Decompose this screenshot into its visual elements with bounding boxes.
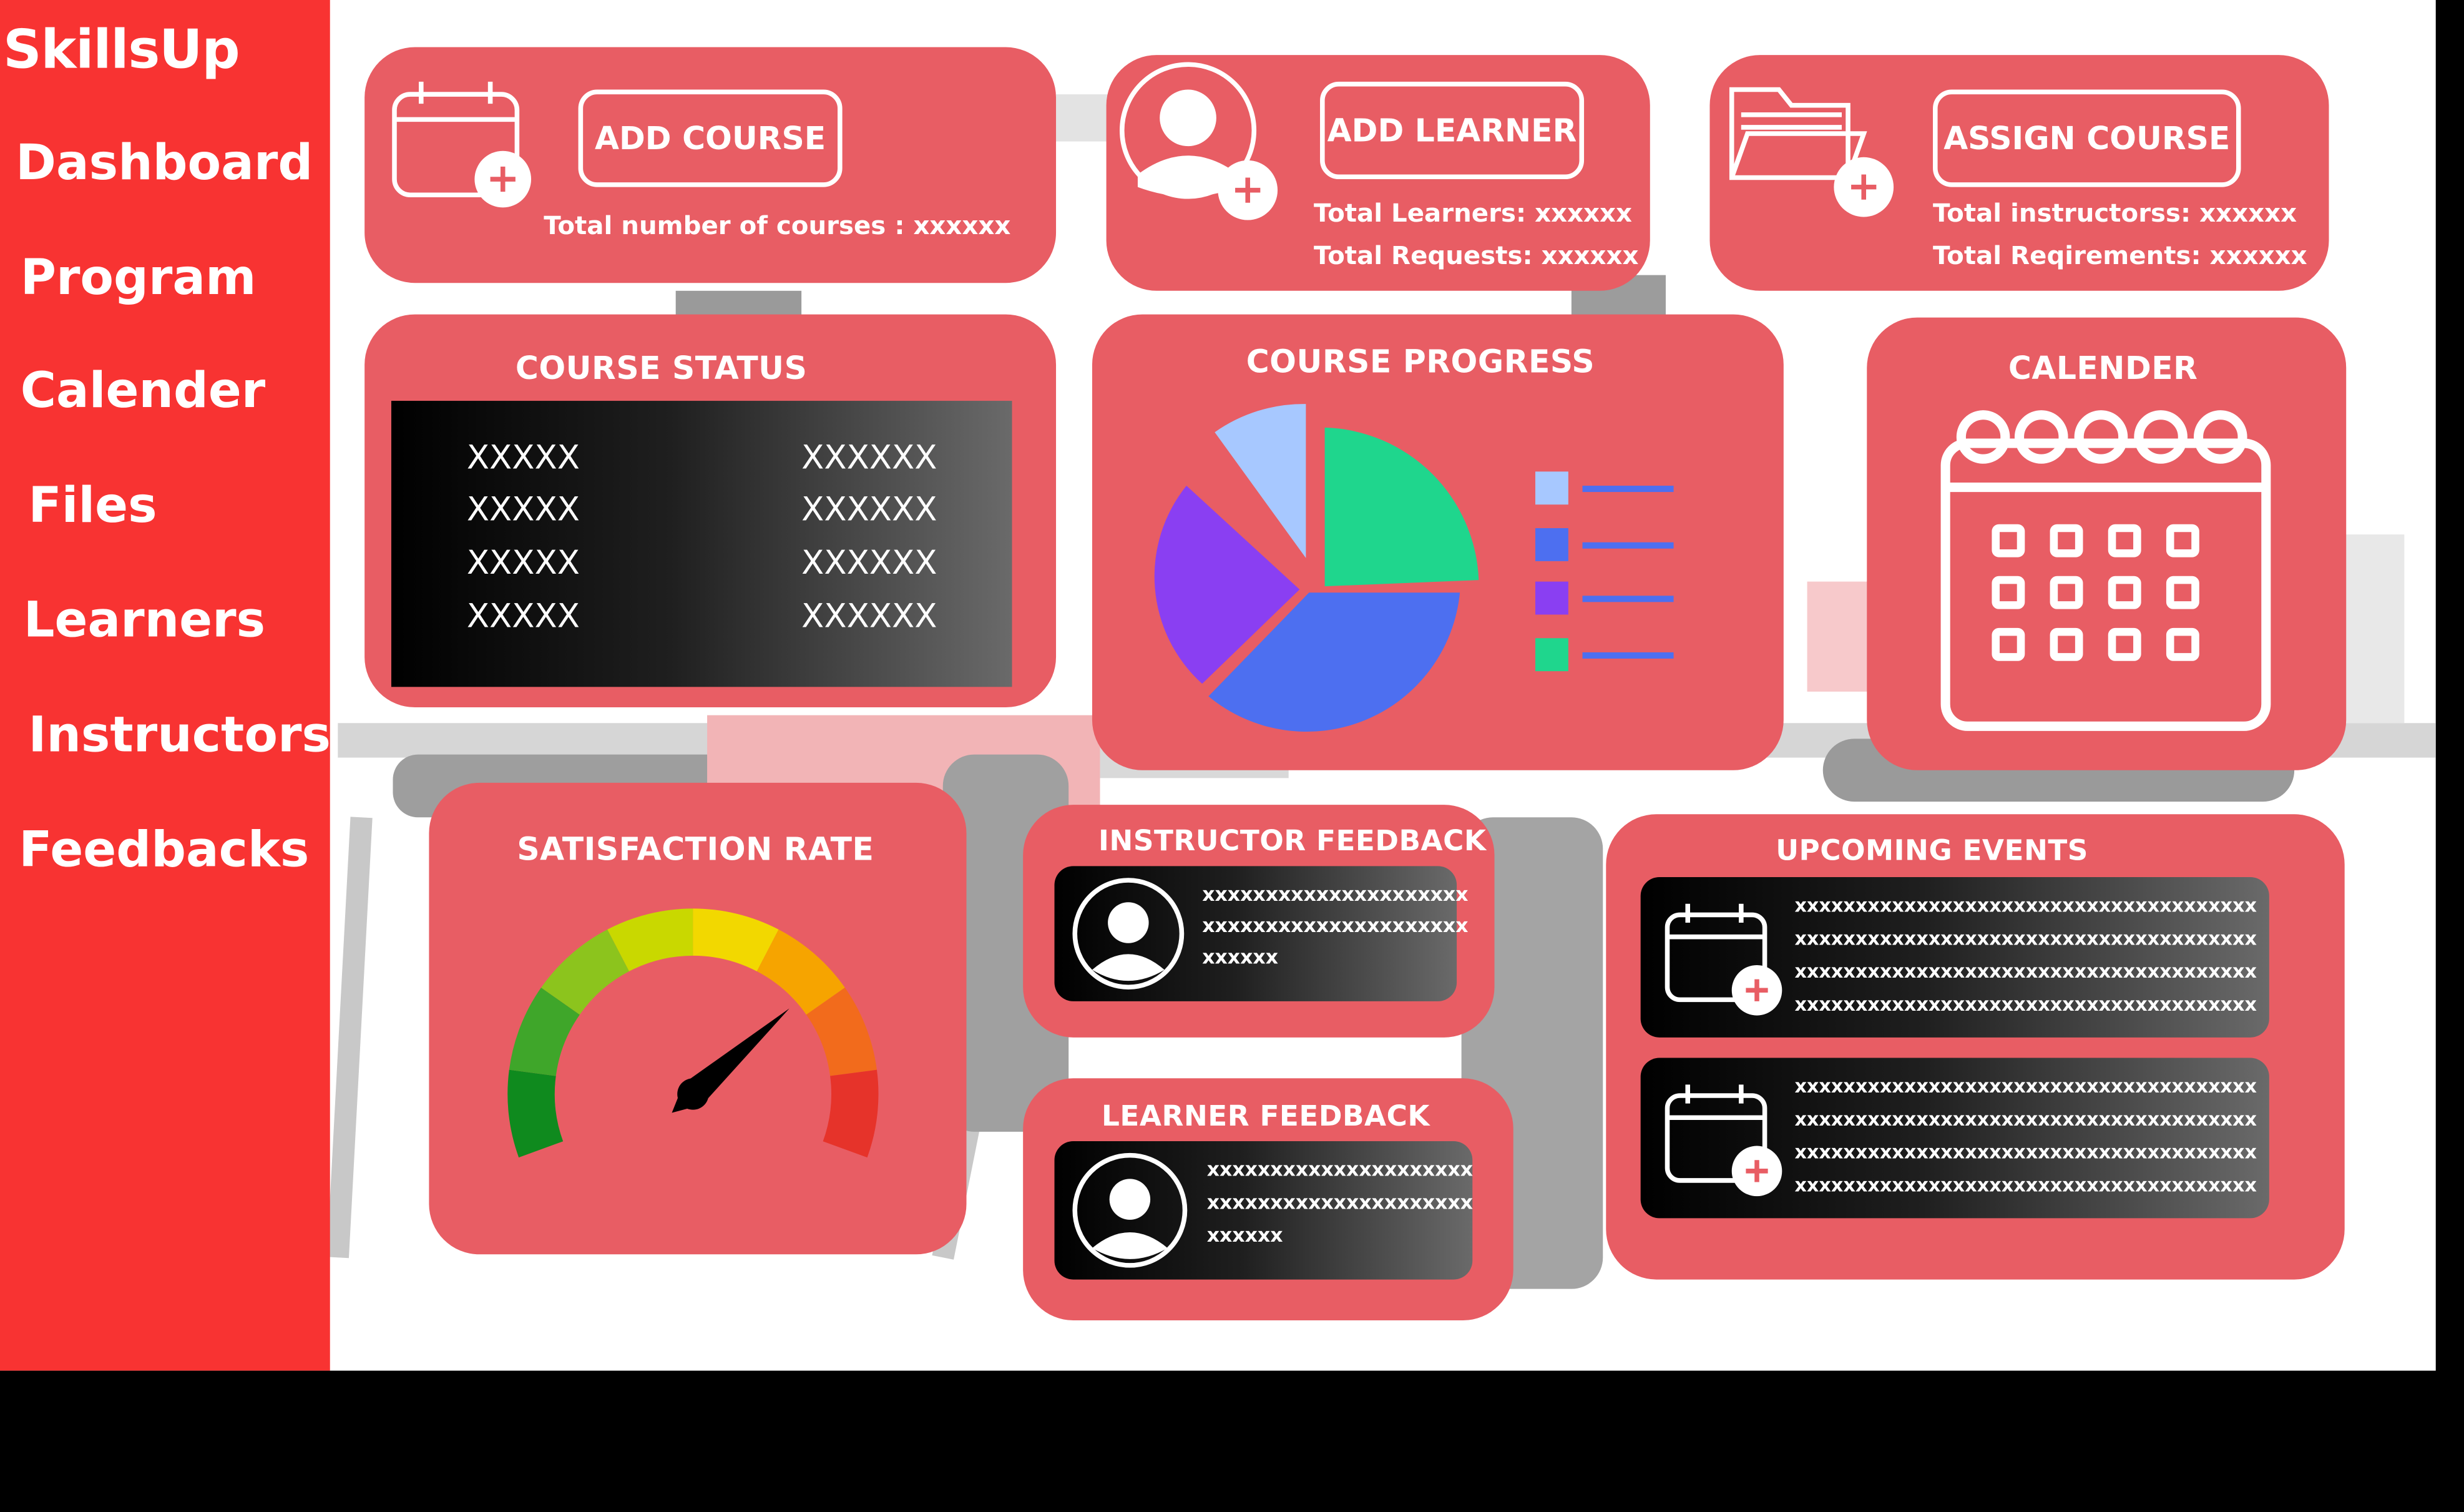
event-item[interactable]: xxxxxxxxxxxxxxxxxxxxxxxxxxxxxxxxxxxxxx x… [1640, 1058, 2269, 1219]
folder-add-icon [1729, 87, 1894, 217]
dashboard-canvas: SkillsUp Dashboard Program Calender File… [0, 0, 2436, 1371]
status-cell: XXXXXX [801, 490, 937, 529]
calendar-add-icon [1665, 1084, 1782, 1197]
add-learner-button[interactable]: ADD LEARNER [1320, 81, 1585, 180]
pie-slice [1208, 592, 1460, 732]
sidebar-item-calender[interactable]: Calender [20, 363, 266, 420]
course-status-title: COURSE STATUS [515, 348, 808, 387]
gauge-segment [756, 929, 845, 1015]
add-learner-card: ADD LEARNER Total Learners: xxxxxx Total… [1106, 55, 1650, 291]
learner-feedback-card: LEARNER FEEDBACK xxxxxxxxxxxxxxxxxxxxx x… [1023, 1078, 1513, 1321]
instructor-feedback-card: INSTRUCTOR FEEDBACK xxxxxxxxxxxxxxxxxxxx… [1023, 805, 1495, 1038]
gauge-segment [607, 908, 693, 971]
legend-swatch [1535, 638, 1568, 672]
gauge-hub [677, 1078, 709, 1110]
learner-feedback-title: LEARNER FEEDBACK [1102, 1100, 1430, 1134]
user-avatar-icon [1072, 878, 1185, 990]
event-line: xxxxxxxxxxxxxxxxxxxxxxxxxxxxxxxxxxxxxx [1794, 1174, 2257, 1197]
gauge-segment [823, 1069, 879, 1158]
instructor-feedback-line: xxxxxxxxxxxxxxxxxxxxx [1202, 913, 1469, 937]
legend-swatch [1535, 581, 1568, 615]
learner-feedback-box: xxxxxxxxxxxxxxxxxxxxx xxxxxxxxxxxxxxxxxx… [1054, 1141, 1474, 1280]
upcoming-events-title: UPCOMING EVENTS [1776, 835, 2088, 868]
instructor-feedback-line: xxxxxxxxxxxxxxxxxxxxx [1202, 881, 1469, 906]
total-requirements-stat: Total Reqirements: xxxxxx [1933, 240, 2307, 271]
legend-line [1582, 652, 1674, 659]
legend-line [1582, 486, 1674, 493]
calendar-add-icon [392, 81, 532, 208]
sidebar-item-feedbacks[interactable]: Feedbacks [19, 822, 310, 879]
status-cell: XXXXX [466, 597, 580, 636]
assign-course-button[interactable]: ASSIGN COURSE [1933, 89, 2241, 187]
total-requests-stat: Total Requests: xxxxxx [1313, 240, 1639, 271]
add-course-button[interactable]: ADD COURSE [578, 89, 843, 187]
gauge-segment [693, 908, 779, 971]
sidebar-item-dashboard[interactable]: Dashboard [16, 135, 313, 192]
gauge-segment [806, 988, 877, 1076]
status-cell: XXXXXX [801, 438, 937, 476]
course-progress-pie [1154, 404, 1479, 732]
legend-line [1582, 596, 1674, 602]
sidebar-item-learners[interactable]: Learners [23, 592, 266, 649]
event-line: xxxxxxxxxxxxxxxxxxxxxxxxxxxxxxxxxxxxxx [1794, 927, 2257, 950]
status-cell: XXXXXX [801, 544, 937, 582]
instructor-feedback-title: INSTRUCTOR FEEDBACK [1098, 825, 1487, 858]
status-cell: XXXXXX [801, 597, 937, 636]
user-add-icon [1120, 62, 1278, 220]
instructor-feedback-box: xxxxxxxxxxxxxxxxxxxxx xxxxxxxxxxxxxxxxxx… [1054, 866, 1469, 1001]
event-line: xxxxxxxxxxxxxxxxxxxxxxxxxxxxxxxxxxxxxx [1794, 1141, 2257, 1164]
legend-line [1582, 542, 1674, 549]
legend-swatch [1535, 528, 1568, 561]
total-courses-stat: Total number of courses : xxxxxx [544, 210, 1011, 241]
app-logo[interactable]: SkillsUp [3, 19, 240, 82]
legend-swatch [1535, 471, 1568, 505]
add-course-card: ADD COURSE Total number of courses : xxx… [364, 47, 1057, 283]
status-cell: XXXXX [466, 490, 580, 529]
event-line: xxxxxxxxxxxxxxxxxxxxxxxxxxxxxxxxxxxxxx [1794, 1108, 2257, 1131]
satisfaction-gauge [507, 908, 879, 1158]
event-line: xxxxxxxxxxxxxxxxxxxxxxxxxxxxxxxxxxxxxx [1794, 894, 2257, 916]
learner-feedback-line: xxxxxx [1206, 1222, 1283, 1247]
gauge-segment [509, 988, 580, 1076]
sidebar-item-program[interactable]: Program [20, 250, 257, 307]
course-progress-card: COURSE PROGRESS [1092, 314, 1784, 770]
satisfaction-card: SATISFACTION RATE [429, 782, 967, 1255]
course-progress-title: COURSE PROGRESS [1246, 342, 1595, 381]
calendar-card[interactable]: CALENDER [1867, 317, 2347, 770]
status-cell: XXXXX [466, 544, 580, 582]
assign-course-card: ASSIGN COURSE Total instructorss: xxxxxx… [1709, 55, 2329, 291]
course-status-table: XXXXX XXXXXX XXXXX XXXXXX XXXXX XXXXXX X… [391, 401, 1012, 687]
calendar-add-icon [1665, 903, 1782, 1016]
event-line: xxxxxxxxxxxxxxxxxxxxxxxxxxxxxxxxxxxxxx [1794, 993, 2257, 1016]
calendar-title: CALENDER [2008, 348, 2198, 387]
learner-feedback-line: xxxxxxxxxxxxxxxxxxxxx [1206, 1190, 1474, 1214]
sidebar: SkillsUp Dashboard Program Calender File… [0, 0, 331, 1371]
instructor-feedback-line: xxxxxx [1202, 945, 1279, 969]
event-line: xxxxxxxxxxxxxxxxxxxxxxxxxxxxxxxxxxxxxx [1794, 960, 2257, 983]
event-item[interactable]: xxxxxxxxxxxxxxxxxxxxxxxxxxxxxxxxxxxxxx x… [1640, 876, 2269, 1038]
learner-feedback-line: xxxxxxxxxxxxxxxxxxxxx [1206, 1157, 1474, 1181]
gauge-segment [507, 1069, 564, 1158]
user-avatar-icon [1072, 1152, 1188, 1268]
status-cell: XXXXX [466, 438, 580, 476]
gauge-segment [541, 929, 630, 1015]
pie-slice [1154, 486, 1300, 684]
pie-slice [1324, 427, 1479, 587]
pie-slice [1215, 404, 1306, 558]
sidebar-item-instructors[interactable]: Instructors [28, 707, 331, 764]
course-status-card: COURSE STATUS XXXXX XXXXXX XXXXX XXXXXX … [364, 314, 1057, 708]
satisfaction-title: SATISFACTION RATE [517, 830, 874, 868]
calendar-icon [1940, 410, 2271, 731]
sidebar-item-files[interactable]: Files [28, 478, 157, 535]
total-instructors-stat: Total instructorss: xxxxxx [1933, 198, 2297, 228]
upcoming-events-card: UPCOMING EVENTS xxxxxxxxxxxxxxxxxxxxxxxx… [1606, 814, 2345, 1280]
total-learners-stat: Total Learners: xxxxxx [1313, 198, 1632, 228]
event-line: xxxxxxxxxxxxxxxxxxxxxxxxxxxxxxxxxxxxxx [1794, 1075, 2257, 1097]
